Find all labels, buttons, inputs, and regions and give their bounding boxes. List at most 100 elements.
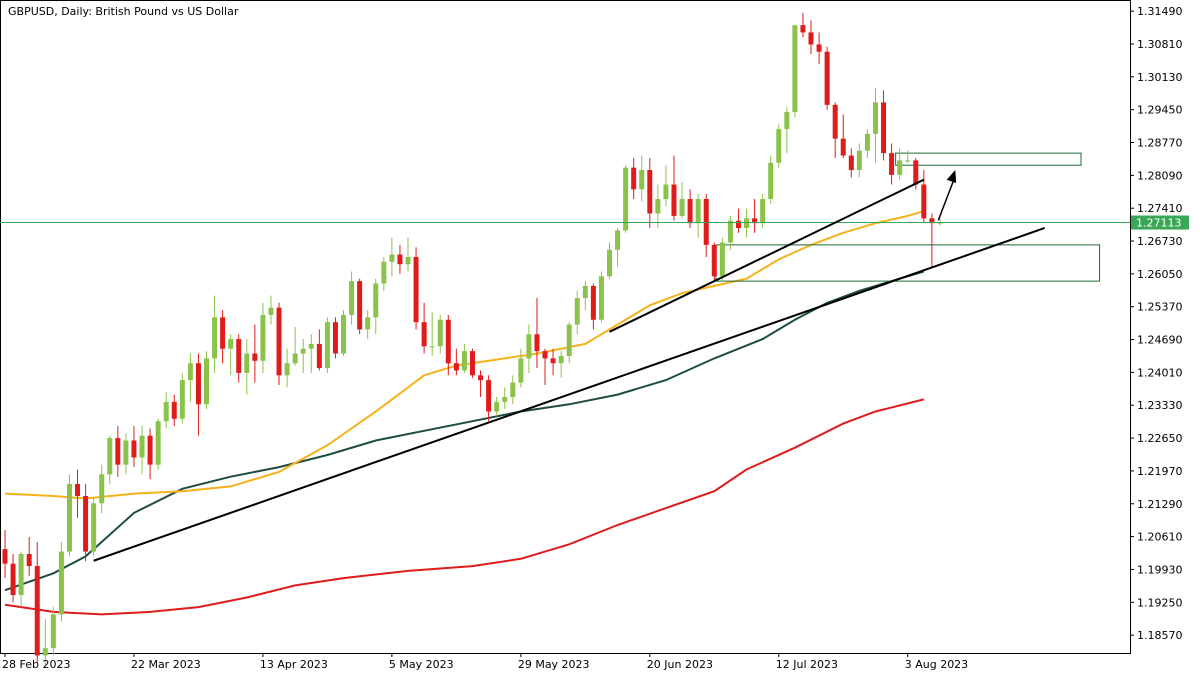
candle-body bbox=[50, 614, 56, 649]
candle bbox=[502, 387, 508, 410]
candle-body bbox=[590, 285, 596, 320]
candle-body bbox=[349, 281, 355, 315]
candle bbox=[179, 372, 185, 424]
candle-body bbox=[623, 167, 629, 231]
y-tick-label: 1.27410 bbox=[1137, 202, 1183, 215]
candle-body bbox=[542, 351, 548, 359]
candle bbox=[445, 314, 451, 376]
candle bbox=[848, 148, 854, 178]
candle-body bbox=[316, 343, 322, 369]
candle bbox=[615, 227, 621, 267]
candle-body bbox=[574, 298, 580, 325]
candle-body bbox=[453, 363, 459, 371]
candle-body bbox=[776, 128, 782, 163]
candle-body bbox=[510, 382, 516, 398]
candle-body bbox=[864, 133, 870, 151]
candle bbox=[123, 433, 129, 475]
candle bbox=[83, 483, 89, 562]
candle-body bbox=[171, 401, 177, 419]
candle bbox=[832, 102, 838, 158]
candle bbox=[526, 324, 532, 373]
candle bbox=[349, 271, 355, 325]
candle bbox=[623, 165, 629, 233]
candle bbox=[510, 375, 516, 405]
candle-body bbox=[461, 351, 467, 371]
y-tick-label: 1.22650 bbox=[1137, 432, 1183, 445]
candle bbox=[437, 314, 443, 354]
y-tick-label: 1.29450 bbox=[1137, 104, 1183, 117]
ma50-line bbox=[4, 210, 925, 500]
candle bbox=[784, 107, 790, 154]
candle-body bbox=[607, 249, 612, 277]
candle-body bbox=[397, 254, 403, 265]
candle-body bbox=[679, 199, 685, 216]
candle bbox=[204, 351, 209, 410]
y-tick-label: 1.21970 bbox=[1137, 465, 1183, 478]
candle bbox=[711, 242, 717, 282]
candle-body bbox=[332, 322, 338, 354]
y-tick-label: 1.24010 bbox=[1137, 366, 1183, 379]
y-tick-label: 1.25370 bbox=[1137, 301, 1183, 314]
candle-body bbox=[816, 44, 822, 52]
candle-body bbox=[58, 551, 64, 615]
candle bbox=[252, 324, 258, 383]
candle bbox=[18, 551, 24, 608]
candle-body bbox=[808, 32, 814, 45]
x-tick-label: 22 Mar 2023 bbox=[131, 658, 201, 671]
candle-body bbox=[848, 155, 854, 171]
plot-area bbox=[0, 0, 1131, 654]
x-tick-label: 20 Jun 2023 bbox=[647, 658, 713, 671]
candle-body bbox=[179, 380, 185, 419]
candle bbox=[26, 537, 32, 576]
candle-body bbox=[252, 353, 258, 361]
candle-body bbox=[905, 160, 911, 162]
candle bbox=[381, 256, 387, 291]
x-tick-label: 3 Aug 2023 bbox=[905, 658, 968, 671]
candle-body bbox=[469, 351, 475, 376]
candle bbox=[42, 619, 48, 666]
candle bbox=[639, 155, 645, 202]
candle bbox=[276, 302, 282, 385]
candle-body bbox=[840, 138, 846, 156]
candle bbox=[808, 20, 814, 55]
y-tick-label: 1.20610 bbox=[1137, 531, 1183, 544]
y-tick-label: 1.23330 bbox=[1137, 399, 1183, 412]
candle-body bbox=[83, 496, 89, 552]
y-tick-label: 1.30810 bbox=[1137, 38, 1183, 51]
candle bbox=[574, 290, 580, 335]
candle-body bbox=[526, 334, 532, 359]
candle-body bbox=[139, 435, 145, 458]
candle-body bbox=[187, 363, 193, 381]
candle bbox=[856, 143, 862, 178]
candle-body bbox=[671, 184, 677, 216]
candle-body bbox=[107, 438, 113, 475]
candle bbox=[34, 541, 40, 663]
candle bbox=[558, 351, 564, 378]
candle-body bbox=[421, 322, 427, 347]
candle-body bbox=[292, 353, 298, 364]
candle bbox=[292, 327, 298, 366]
candle bbox=[921, 170, 927, 224]
candle-body bbox=[824, 51, 830, 105]
y-tick-label: 1.26730 bbox=[1137, 235, 1183, 248]
candle bbox=[260, 302, 266, 373]
candle bbox=[421, 302, 427, 354]
candle-body bbox=[413, 256, 419, 323]
candle bbox=[405, 237, 411, 272]
candle bbox=[389, 237, 395, 277]
candle bbox=[75, 469, 81, 518]
candle-body bbox=[631, 167, 637, 190]
candle-body bbox=[582, 285, 588, 299]
candle bbox=[10, 553, 16, 603]
candle bbox=[776, 124, 782, 168]
candle-body bbox=[550, 358, 556, 364]
candle-body bbox=[832, 104, 838, 139]
candle-body bbox=[639, 170, 645, 190]
x-tick-label: 28 Feb 2023 bbox=[2, 658, 70, 671]
candle bbox=[607, 242, 612, 279]
candle bbox=[542, 348, 548, 385]
candle bbox=[486, 375, 492, 422]
candle-body bbox=[284, 363, 290, 376]
candle bbox=[99, 464, 105, 513]
